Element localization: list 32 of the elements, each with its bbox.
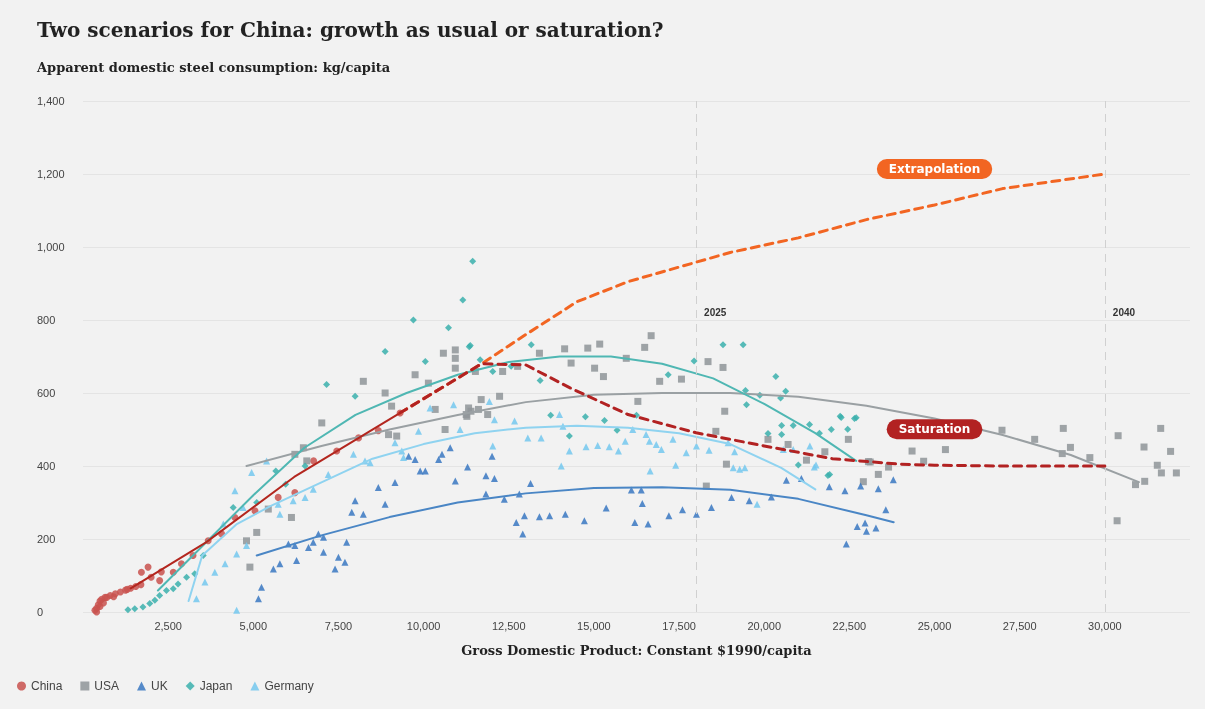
annotation: 2025	[704, 307, 727, 319]
x-axis-title: Gross Domestic Product: Constant $1990/capita	[461, 643, 813, 658]
legend-label: Germany	[264, 679, 314, 693]
x-tick-label: 22,500	[832, 619, 867, 632]
legend-label: USA	[94, 679, 120, 693]
y-tick-label: 1,200	[37, 168, 65, 180]
y-tick-label: 600	[37, 387, 56, 399]
legend-label: UK	[151, 679, 168, 693]
x-tick-label: 27,500	[1002, 619, 1037, 632]
series-label: Extrapolation	[888, 162, 981, 177]
y-tick-label: 400	[37, 460, 56, 472]
text: Saturation	[898, 422, 971, 437]
x-tick-label: 25,000	[917, 619, 952, 632]
y-tick-label: 1,400	[37, 95, 65, 107]
y-tick-label: 1,000	[37, 241, 65, 253]
y-axis-title: Apparent domestic steel consumption: kg/capita	[37, 60, 391, 75]
legend-label: Japan	[199, 679, 233, 693]
x-tick-label: 2,500	[154, 619, 182, 632]
y-tick-label: 800	[37, 314, 56, 326]
legend-label: China	[31, 679, 63, 693]
x-tick-label: 20,000	[747, 619, 782, 632]
y-tick-label: 0	[37, 606, 44, 618]
y-tick-label: 200	[37, 533, 56, 545]
x-tick-label: 30,000	[1088, 619, 1122, 632]
annotation: 2040	[1112, 307, 1136, 319]
x-tick-label: 5,000	[239, 619, 268, 632]
x-tick-label: 12,500	[491, 619, 526, 632]
x-tick-label: 7,500	[324, 619, 353, 632]
x-tick-label: 17,500	[662, 619, 696, 632]
x-tick-label: 15,000	[577, 619, 611, 632]
chart-title: Two scenarios for China: growth as usual or saturation?	[37, 18, 664, 42]
x-tick-label: 10,000	[406, 619, 441, 632]
